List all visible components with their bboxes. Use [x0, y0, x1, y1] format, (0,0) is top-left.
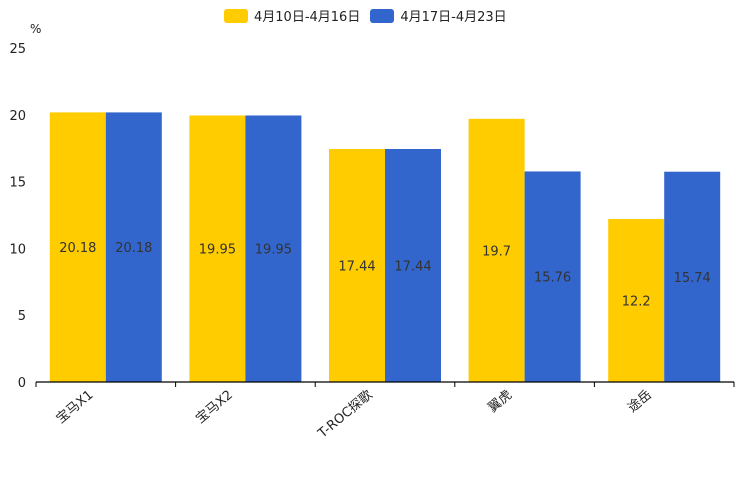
x-tick-label: 途岳 [625, 387, 655, 416]
y-tick-label: 5 [18, 309, 26, 324]
legend-item-series-1[interactable]: 4月10日-4月16日 [224, 6, 360, 25]
legend-swatch-series-1 [224, 8, 248, 23]
bar-2 [245, 115, 302, 382]
data-label: 19.7 [482, 244, 511, 259]
y-tick-label: 25 [9, 42, 26, 57]
y-tick-label: 15 [9, 176, 26, 191]
data-label: 15.74 [674, 271, 711, 286]
data-label: 19.95 [199, 243, 236, 258]
x-tick-label: 翼虎 [486, 388, 516, 416]
data-label: 17.44 [394, 260, 431, 275]
bar-2 [524, 171, 581, 382]
data-label: 20.18 [115, 241, 152, 256]
data-label: 12.2 [622, 295, 651, 310]
data-label: 19.95 [255, 243, 292, 258]
y-tick-label: 20 [9, 109, 26, 124]
bar-1 [468, 118, 525, 383]
legend-swatch-series-2 [370, 8, 395, 23]
x-tick-label: 宝马X2 [193, 388, 236, 427]
y-tick-label: 10 [9, 242, 26, 257]
legend-label-series-2: 4月17日-4月23日 [400, 10, 507, 25]
y-axis-unit-label: % [30, 22, 42, 36]
y-tick-label: 0 [18, 376, 26, 391]
bar-1 [49, 112, 106, 382]
bar-1 [189, 115, 246, 382]
data-label: 17.44 [338, 260, 375, 275]
data-label: 15.76 [534, 271, 571, 286]
legend-item-series-2[interactable]: 4月17日-4月23日 [370, 6, 507, 25]
x-tick-label: 宝马X1 [54, 388, 97, 427]
bar-2 [385, 149, 441, 382]
x-tick-label: T-ROC探歌 [315, 388, 376, 442]
bar-1 [608, 219, 665, 382]
bar-2 [105, 112, 162, 382]
data-label: 20.18 [59, 241, 96, 256]
bar-1 [329, 149, 385, 382]
chart-legend: 4月10日-4月16日 4月17日-4月23日 [224, 6, 507, 25]
legend-label-series-1: 4月10日-4月16日 [254, 10, 361, 25]
bar-2 [664, 171, 721, 382]
